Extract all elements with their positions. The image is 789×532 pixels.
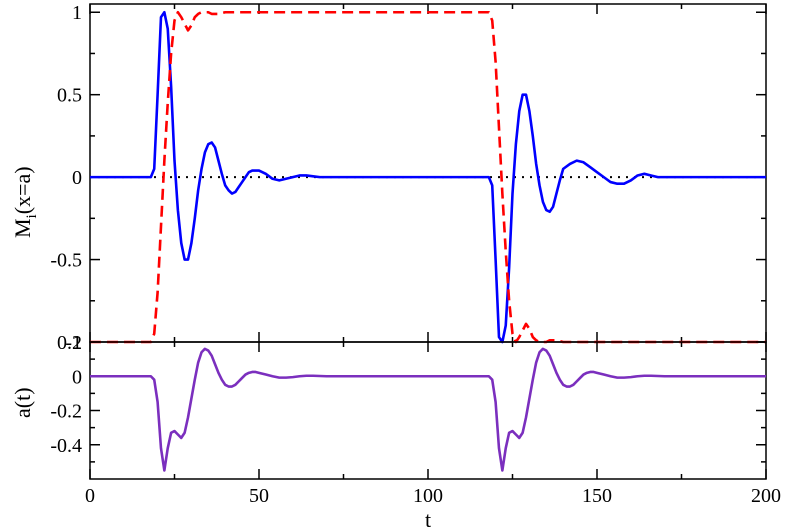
- top-y-tick-label: 0: [72, 167, 82, 189]
- x-tick-label: 100: [413, 485, 443, 507]
- x-tick-label: 0: [85, 485, 95, 507]
- bottom-series-group: [90, 347, 766, 472]
- bottom-y-tick-label: -0.2: [50, 401, 82, 423]
- x-tick-label: 150: [582, 485, 612, 507]
- bottom-panel: 0 50 100 150 200 -0.4 -0.2 0 0.2 a(t) t: [10, 332, 781, 532]
- top-y-tick-label: 1: [72, 2, 82, 24]
- bottom-series-0-line: [90, 347, 766, 472]
- x-tick-label: 200: [751, 485, 781, 507]
- x-tick-label: 50: [249, 485, 269, 507]
- top-series-0-line: [90, 10, 766, 344]
- top-series-group: [90, 10, 766, 344]
- x-axis-label: t: [425, 507, 431, 532]
- bottom-y-axis-label: a(t): [10, 387, 35, 418]
- bottom-plot-frame: [89, 341, 767, 480]
- bottom-ticks: 0 50 100 150 200 -0.4 -0.2 0 0.2: [50, 332, 781, 507]
- bottom-y-tick-label: -0.4: [50, 435, 82, 457]
- bottom-y-tick-label: 0.2: [57, 332, 82, 354]
- top-y-tick-label: -1: [65, 332, 82, 354]
- top-y-tick-label: -0.5: [50, 250, 82, 272]
- top-ticks: -1 -0.5 0 0.5 1: [50, 2, 767, 354]
- top-panel: -1 -0.5 0 0.5 1 Mi(x=a): [10, 2, 767, 354]
- top-y-axis-label: Mi(x=a): [10, 166, 40, 238]
- bottom-y-tick-label: 0: [72, 366, 82, 388]
- top-y-tick-label: 0.5: [57, 85, 82, 107]
- top-plot-frame: [89, 3, 767, 343]
